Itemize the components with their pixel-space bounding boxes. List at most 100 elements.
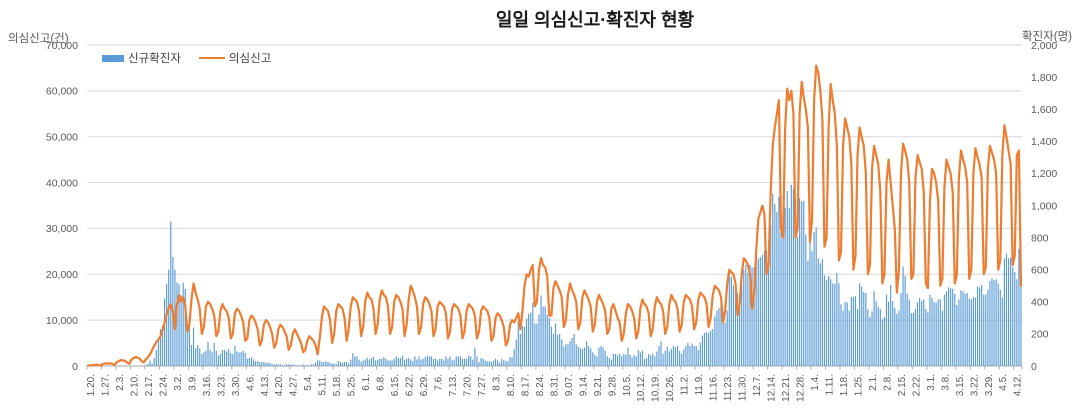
svg-text:2.8.: 2.8. [882,374,893,391]
svg-text:4.5.: 4.5. [998,374,1009,391]
svg-text:1,000: 1,000 [1031,200,1057,212]
svg-text:8.17.: 8.17. [520,374,531,396]
svg-text:1,400: 1,400 [1031,136,1057,148]
svg-text:9.21.: 9.21. [593,374,604,396]
x-axis-tick-labels: 1.20. 1.27. 2.3. 2.10. 2.17. 2.24. 3.2. 3.9. 3.1… [86,366,1024,402]
svg-text:3.15.: 3.15. [955,374,966,396]
svg-text:11.23.: 11.23. [723,374,734,401]
svg-text:1.11.: 1.11. [824,374,835,396]
svg-text:30,000: 30,000 [46,223,78,235]
svg-text:4.20.: 4.20. [274,374,285,396]
legend-label-new-confirmed: 신규확진자 [128,53,181,65]
svg-text:5.4.: 5.4. [303,374,314,391]
svg-text:7.6.: 7.6. [434,374,445,391]
bar-series-swatch [102,54,124,62]
legend: 신규확진자 의심신고 [102,50,271,66]
svg-text:7.27.: 7.27. [477,374,488,396]
right-axis-title: 확진자(명) [1022,31,1072,43]
legend-item-suspected: 의심신고 [198,50,272,66]
svg-text:10.12.: 10.12. [636,374,647,402]
svg-text:1,800: 1,800 [1031,72,1057,84]
svg-text:70,000: 70,000 [46,40,78,52]
svg-text:3.29.: 3.29. [984,374,995,396]
svg-text:11.16.: 11.16. [709,374,720,401]
svg-text:7.13.: 7.13. [448,374,459,396]
svg-text:800: 800 [1031,232,1049,244]
svg-text:5.11.: 5.11. [318,374,329,396]
svg-text:40,000: 40,000 [46,177,78,189]
new-confirmed-bars [87,184,1022,367]
svg-text:10,000: 10,000 [46,315,78,327]
svg-text:9.28.: 9.28. [607,374,618,396]
svg-text:2.10.: 2.10. [129,374,140,396]
svg-text:3.23.: 3.23. [216,374,227,396]
svg-text:8.10.: 8.10. [506,374,517,396]
svg-text:1.18.: 1.18. [839,374,850,396]
chart-title: 일일 의심신고·확진자 현황 [495,10,695,30]
legend-label-suspected: 의심신고 [228,53,272,65]
svg-text:7.20.: 7.20. [462,374,473,396]
suspected-reports-line [86,64,1023,367]
svg-text:3.2.: 3.2. [173,374,184,391]
svg-text:3.16.: 3.16. [202,374,213,396]
svg-text:3.22.: 3.22. [969,374,980,396]
svg-text:4.13.: 4.13. [260,374,271,396]
svg-text:5.18.: 5.18. [332,374,343,396]
svg-text:11.30.: 11.30. [738,374,749,401]
svg-text:6.22.: 6.22. [405,374,416,396]
left-axis-tick-labels: 70,000 60,000 50,000 40,000 30,000 20,000 10,0… [46,40,78,373]
svg-text:3.1.: 3.1. [926,374,937,391]
svg-text:1.4.: 1.4. [810,374,821,391]
right-axis-tick-labels: 2,000 1,800 1,600 1,400 1,200 1,000 800 600 400 2… [1031,40,1057,373]
svg-text:5.25.: 5.25. [347,374,358,396]
svg-text:2.24.: 2.24. [158,374,169,396]
svg-text:9.07.: 9.07. [564,374,575,396]
svg-text:12.14.: 12.14. [767,374,778,402]
svg-text:1.25.: 1.25. [853,374,864,396]
svg-text:1.20.: 1.20. [86,374,97,396]
svg-text:600: 600 [1031,265,1049,277]
svg-text:11.2.: 11.2. [680,374,691,396]
left-axis-title: 의심신고(건) [8,33,69,45]
svg-text:3.8.: 3.8. [940,374,951,391]
svg-text:0: 0 [72,361,78,373]
svg-text:200: 200 [1031,329,1049,341]
svg-text:3.30.: 3.30. [231,374,242,396]
svg-text:8.24.: 8.24. [535,374,546,396]
svg-text:9.14.: 9.14. [578,374,589,396]
svg-text:10.26.: 10.26. [665,374,676,402]
svg-text:4.12.: 4.12. [1013,374,1024,396]
svg-text:4.27.: 4.27. [289,374,300,396]
svg-text:6.15.: 6.15. [390,374,401,396]
svg-text:1,600: 1,600 [1031,104,1057,116]
svg-text:3.9.: 3.9. [187,374,198,391]
svg-text:6.8.: 6.8. [376,374,387,391]
svg-text:50,000: 50,000 [46,132,78,144]
svg-text:2.1.: 2.1. [868,374,879,391]
svg-text:10.19.: 10.19. [651,374,662,402]
svg-text:1,200: 1,200 [1031,168,1057,180]
svg-text:8.3.: 8.3. [491,374,502,391]
svg-text:20,000: 20,000 [46,269,78,281]
svg-text:10.5.: 10.5. [622,374,633,396]
svg-text:60,000: 60,000 [46,86,78,98]
svg-text:2.15.: 2.15. [897,374,908,396]
svg-text:0: 0 [1031,361,1037,373]
svg-text:6.1.: 6.1. [361,374,372,391]
svg-text:12.28.: 12.28. [796,374,807,402]
svg-text:1.27.: 1.27. [100,374,111,396]
svg-text:6.29.: 6.29. [419,374,430,396]
line-series-swatch [198,56,225,60]
svg-text:2.3.: 2.3. [115,374,126,391]
legend-item-new-confirmed: 신규확진자 [102,50,181,66]
svg-text:2.17.: 2.17. [144,374,155,396]
svg-text:400: 400 [1031,297,1049,309]
svg-text:11.9.: 11.9. [694,374,705,396]
svg-text:2,000: 2,000 [1031,40,1057,52]
svg-text:12.21.: 12.21. [781,374,792,402]
svg-text:4.6.: 4.6. [245,374,256,391]
svg-text:12.7.: 12.7. [752,374,763,396]
gridlines [87,44,1022,367]
